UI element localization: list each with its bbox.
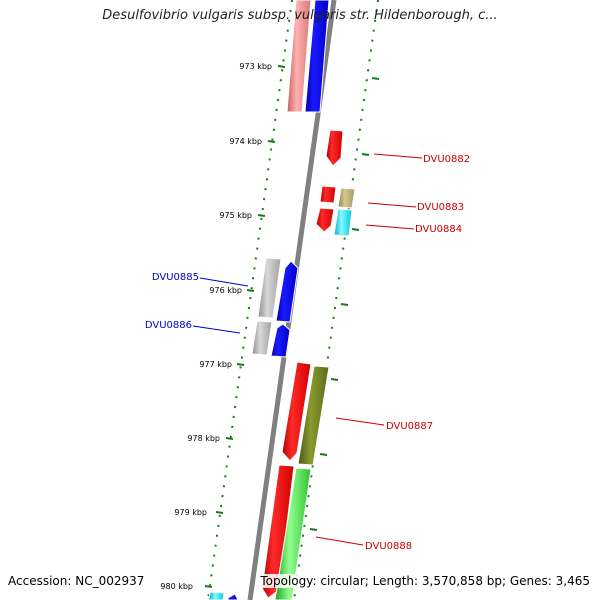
gene-feature-bottom-blue[interactable] xyxy=(227,593,239,600)
topology-summary: Topology: circular; Length: 3,570,858 bp… xyxy=(260,574,590,588)
gene-label-dvu0882[interactable]: DVU0882 xyxy=(423,154,470,165)
gene-feature-blue-976a[interactable] xyxy=(275,260,299,323)
tick-label-980: 980 kbp xyxy=(160,582,193,591)
leader-dvu0888 xyxy=(315,536,364,546)
gene-feature-dvu0887[interactable] xyxy=(297,365,330,466)
gene-label-dvu0885[interactable]: DVU0885 xyxy=(152,272,199,283)
gene-feature-bottom-cyan[interactable] xyxy=(208,591,225,600)
left-dotted-ring xyxy=(207,0,293,600)
tick-label-978: 978 kbp xyxy=(187,434,220,443)
tick-label-976: 976 kbp xyxy=(209,286,242,295)
tick-label-979: 979 kbp xyxy=(174,508,207,517)
tick-label-975: 975 kbp xyxy=(219,211,252,220)
tick-label-974: 974 kbp xyxy=(229,137,262,146)
gene-feature-top-pink[interactable] xyxy=(286,0,312,113)
gene-feature-red-975a[interactable] xyxy=(319,185,337,204)
map-title: Desulfovibrio vulgaris subsp. vulgaris s… xyxy=(102,8,498,23)
gene-feature-red-975b[interactable] xyxy=(315,207,335,233)
gene-label-dvu0886[interactable]: DVU0886 xyxy=(145,320,192,331)
gene-feature-dvu0888[interactable] xyxy=(274,467,312,600)
gene-label-dvu0888[interactable]: DVU0888 xyxy=(365,541,412,552)
accession-label: Accession: NC_002937 xyxy=(8,574,145,588)
gene-label-dvu0883[interactable]: DVU0883 xyxy=(417,202,464,213)
gene-feature-dvu0885[interactable] xyxy=(257,257,282,319)
tick-label-977: 977 kbp xyxy=(199,360,232,369)
gene-label-dvu0887[interactable]: DVU0887 xyxy=(386,421,433,432)
gene-feature-dvu0882[interactable] xyxy=(325,129,344,167)
leader-dvu0883 xyxy=(367,202,417,208)
right-dotted-ring xyxy=(293,0,379,600)
gene-feature-top-blue[interactable] xyxy=(304,0,330,113)
leader-dvu0885 xyxy=(199,277,249,287)
tick-label-973: 973 kbp xyxy=(239,62,272,71)
gene-feature-dvu0884[interactable] xyxy=(333,208,353,237)
scale-ticks-right xyxy=(309,77,380,531)
gene-label-dvu0884[interactable]: DVU0884 xyxy=(415,224,462,235)
leader-dvu0884 xyxy=(365,224,415,230)
leader-dvu0882 xyxy=(373,153,423,159)
gene-feature-red-979[interactable] xyxy=(261,464,295,599)
gene-feature-dvu0886[interactable] xyxy=(251,320,273,356)
gene-feature-blue-976b[interactable] xyxy=(270,323,291,358)
leader-dvu0886 xyxy=(192,325,241,334)
gene-feature-red-978[interactable] xyxy=(281,361,312,462)
gene-feature-dvu0883[interactable] xyxy=(337,187,356,209)
leader-dvu0887 xyxy=(335,417,385,426)
scale-ticks-left xyxy=(204,65,286,588)
